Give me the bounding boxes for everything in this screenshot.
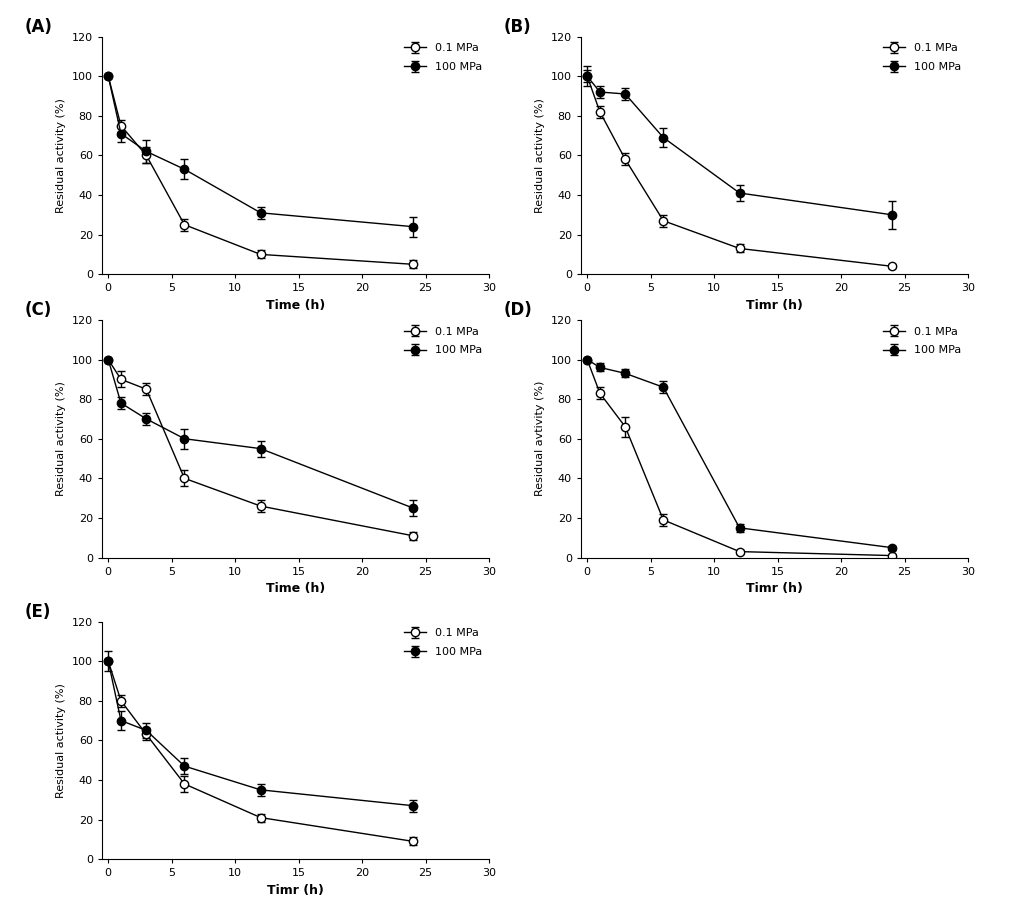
Legend: 0.1 MPa, 100 MPa: 0.1 MPa, 100 MPa xyxy=(878,322,966,360)
Text: (C): (C) xyxy=(24,301,52,319)
X-axis label: Timr (h): Timr (h) xyxy=(746,299,803,312)
Legend: 0.1 MPa, 100 MPa: 0.1 MPa, 100 MPa xyxy=(878,38,966,77)
X-axis label: Time (h): Time (h) xyxy=(266,582,325,595)
Legend: 0.1 MPa, 100 MPa: 0.1 MPa, 100 MPa xyxy=(399,322,487,360)
Legend: 0.1 MPa, 100 MPa: 0.1 MPa, 100 MPa xyxy=(399,623,487,662)
Y-axis label: Residual activity (%): Residual activity (%) xyxy=(535,98,545,213)
Y-axis label: Residual activity (%): Residual activity (%) xyxy=(56,683,66,798)
X-axis label: Timr (h): Timr (h) xyxy=(746,582,803,595)
Y-axis label: Residual activity (%): Residual activity (%) xyxy=(56,98,66,213)
Y-axis label: Residual activity (%): Residual activity (%) xyxy=(56,381,66,496)
X-axis label: Timr (h): Timr (h) xyxy=(267,884,324,897)
Text: (E): (E) xyxy=(24,602,51,621)
Legend: 0.1 MPa, 100 MPa: 0.1 MPa, 100 MPa xyxy=(399,38,487,77)
Y-axis label: Residual avtivity (%): Residual avtivity (%) xyxy=(535,381,545,496)
Text: (B): (B) xyxy=(503,17,531,36)
Text: (D): (D) xyxy=(503,301,532,319)
X-axis label: Time (h): Time (h) xyxy=(266,299,325,312)
Text: (A): (A) xyxy=(24,17,52,36)
